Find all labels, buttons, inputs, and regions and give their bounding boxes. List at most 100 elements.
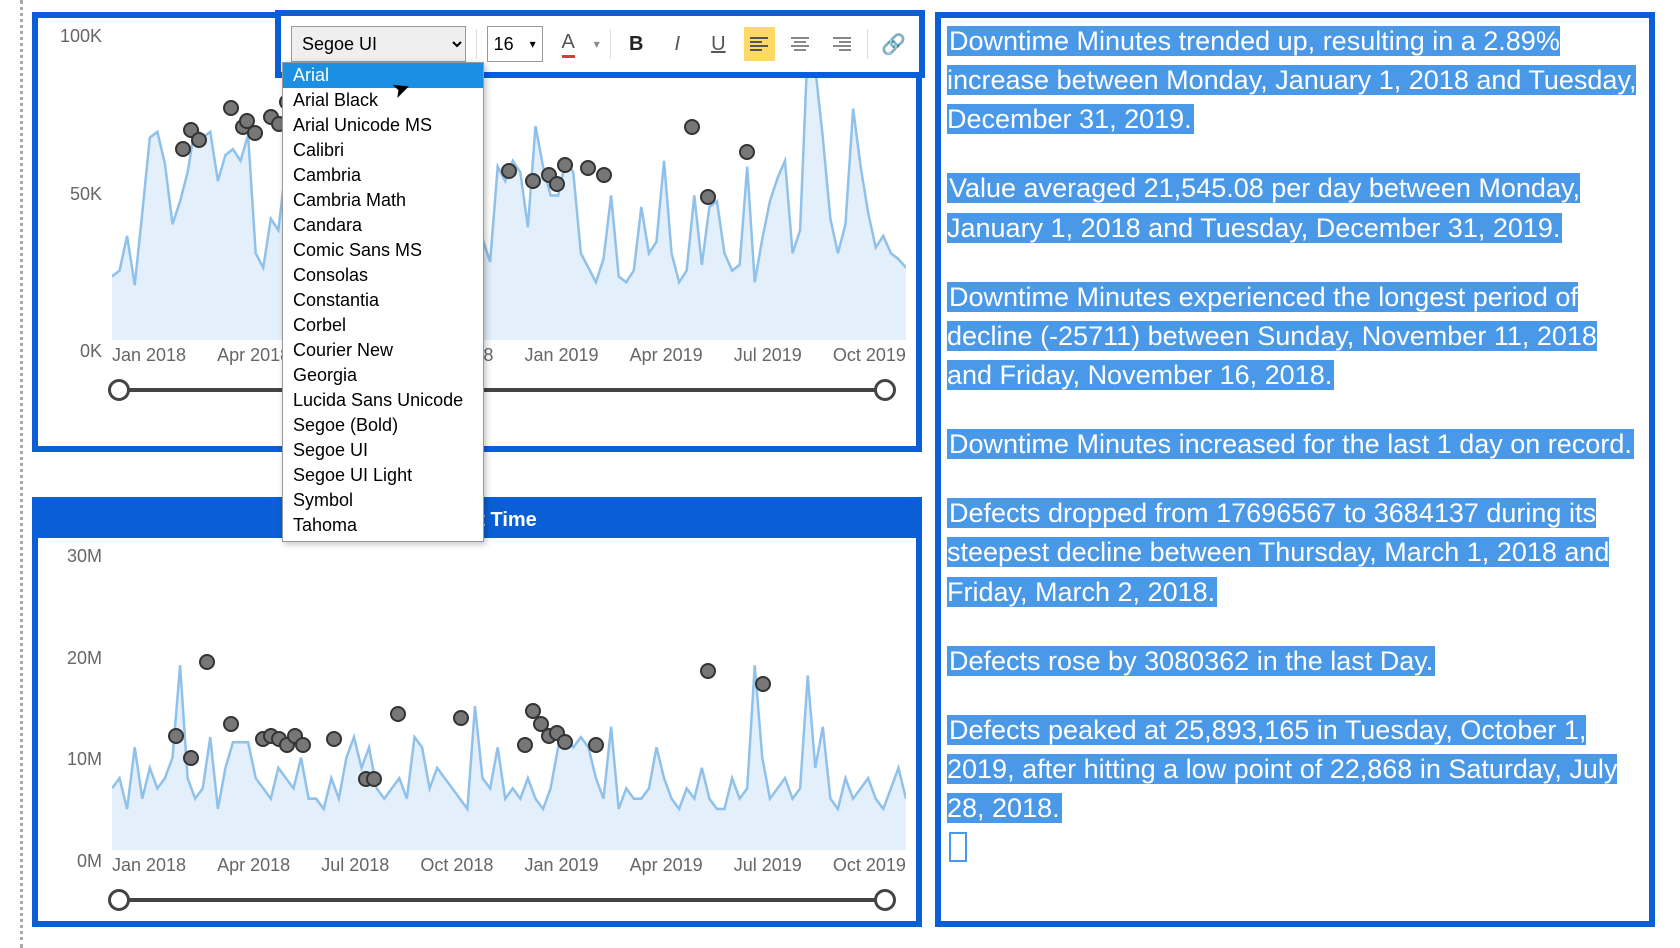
data-marker[interactable] xyxy=(168,728,184,744)
data-marker[interactable] xyxy=(525,173,541,189)
font-option[interactable]: Segoe UI xyxy=(283,438,483,463)
data-marker[interactable] xyxy=(247,125,263,141)
insight-text: Downtime Minutes experienced the longest… xyxy=(947,282,1597,390)
data-marker[interactable] xyxy=(183,750,199,766)
axis-tick: 100K xyxy=(38,26,102,47)
font-option[interactable]: Comic Sans MS xyxy=(283,238,483,263)
font-option[interactable]: Tahoma xyxy=(283,513,483,538)
data-marker[interactable] xyxy=(223,716,239,732)
data-marker[interactable] xyxy=(549,176,565,192)
font-option[interactable]: Lucida Sans Unicode xyxy=(283,388,483,413)
text-caret xyxy=(949,832,967,862)
insight-text: Value averaged 21,545.08 per day between… xyxy=(947,173,1580,242)
font-option[interactable]: Segoe UI Light xyxy=(283,463,483,488)
font-family-dropdown[interactable]: ArialArial BlackArial Unicode MSCalibriC… xyxy=(282,62,484,542)
font-color-icon: A xyxy=(562,31,575,58)
insight-paragraph[interactable]: Downtime Minutes increased for the last … xyxy=(947,425,1643,464)
slider-handle-end[interactable] xyxy=(874,889,896,911)
insight-paragraph[interactable]: Downtime Minutes trended up, resulting i… xyxy=(947,22,1643,139)
align-center-icon xyxy=(791,37,809,51)
insight-paragraph[interactable]: Defects rose by 3080362 in the last Day. xyxy=(947,642,1643,681)
data-marker[interactable] xyxy=(739,144,755,160)
data-marker[interactable] xyxy=(223,100,239,116)
chart-plot-area: 30M20M10M0M Jan 2018Apr 2018Jul 2018Oct … xyxy=(38,538,916,880)
data-marker[interactable] xyxy=(295,737,311,753)
slider-track xyxy=(118,898,886,902)
insight-text: Downtime Minutes increased for the last … xyxy=(947,429,1634,459)
axis-tick: 0M xyxy=(38,851,102,872)
data-marker[interactable] xyxy=(557,157,573,173)
slider-handle-start[interactable] xyxy=(108,379,130,401)
separator xyxy=(476,29,477,59)
font-option[interactable]: Times New Roman xyxy=(283,538,483,542)
align-center-button[interactable] xyxy=(785,27,816,61)
x-axis-labels: Jan 2018Apr 2018Jul 2018Oct 2018Jan 2019… xyxy=(112,855,906,876)
data-marker[interactable] xyxy=(684,119,700,135)
font-option[interactable]: Arial Unicode MS xyxy=(283,113,483,138)
font-option[interactable]: Constantia xyxy=(283,288,483,313)
data-marker[interactable] xyxy=(453,710,469,726)
bold-button[interactable]: B xyxy=(621,27,652,61)
axis-tick: Apr 2019 xyxy=(630,345,703,366)
data-marker[interactable] xyxy=(700,663,716,679)
report-edge-guide xyxy=(20,0,23,948)
font-option[interactable]: Cambria xyxy=(283,163,483,188)
data-marker[interactable] xyxy=(501,163,517,179)
insight-paragraph[interactable]: Defects dropped from 17696567 to 3684137… xyxy=(947,494,1643,611)
font-option[interactable]: Arial Black xyxy=(283,88,483,113)
data-marker[interactable] xyxy=(700,189,716,205)
data-marker[interactable] xyxy=(199,654,215,670)
font-option[interactable]: Candara xyxy=(283,213,483,238)
data-marker[interactable] xyxy=(557,734,573,750)
data-marker[interactable] xyxy=(596,167,612,183)
insight-paragraph[interactable]: Defects peaked at 25,893,165 in Tuesday,… xyxy=(947,711,1643,868)
y-axis-labels: 100K50K0K xyxy=(38,18,108,370)
slider-handle-end[interactable] xyxy=(874,379,896,401)
insight-paragraph[interactable]: Value averaged 21,545.08 per day between… xyxy=(947,169,1643,247)
slider-handle-start[interactable] xyxy=(108,889,130,911)
data-marker[interactable] xyxy=(326,731,342,747)
font-option[interactable]: Calibri xyxy=(283,138,483,163)
align-left-button[interactable] xyxy=(744,27,775,61)
axis-tick: 0K xyxy=(38,341,102,362)
plot-region[interactable] xyxy=(112,542,906,850)
data-marker[interactable] xyxy=(390,706,406,722)
smart-narrative-panel[interactable]: Downtime Minutes trended up, resulting i… xyxy=(935,12,1655,927)
data-marker[interactable] xyxy=(366,771,382,787)
italic-button[interactable]: I xyxy=(662,27,693,61)
axis-tick: Jul 2019 xyxy=(734,855,802,876)
font-color-button[interactable]: A xyxy=(553,27,584,61)
font-option[interactable]: Corbel xyxy=(283,313,483,338)
font-option[interactable]: Symbol xyxy=(283,488,483,513)
font-option[interactable]: Segoe (Bold) xyxy=(283,413,483,438)
data-marker[interactable] xyxy=(175,141,191,157)
font-family-select[interactable]: Segoe UI xyxy=(291,26,466,62)
axis-tick: Apr 2018 xyxy=(217,345,290,366)
hyperlink-button[interactable]: 🔗 xyxy=(878,27,909,61)
font-option[interactable]: Cambria Math xyxy=(283,188,483,213)
underline-button[interactable]: U xyxy=(703,27,734,61)
font-option[interactable]: Arial xyxy=(283,63,483,88)
axis-tick: Oct 2018 xyxy=(420,855,493,876)
font-option[interactable]: Consolas xyxy=(283,263,483,288)
insight-text: Defects dropped from 17696567 to 3684137… xyxy=(947,498,1609,606)
insight-paragraph[interactable]: Downtime Minutes experienced the longest… xyxy=(947,278,1643,395)
axis-tick: Oct 2019 xyxy=(833,855,906,876)
font-size-select[interactable]: 16 ▾ xyxy=(487,26,543,62)
axis-tick: 30M xyxy=(38,546,102,567)
align-right-button[interactable] xyxy=(826,27,857,61)
chevron-down-icon[interactable]: ▾ xyxy=(594,37,600,51)
data-marker[interactable] xyxy=(517,737,533,753)
data-marker[interactable] xyxy=(191,132,207,148)
axis-tick: 20M xyxy=(38,648,102,669)
data-marker[interactable] xyxy=(580,160,596,176)
time-range-slider[interactable] xyxy=(38,880,916,920)
align-right-icon xyxy=(833,37,851,51)
font-option[interactable]: Georgia xyxy=(283,363,483,388)
axis-tick: Jan 2018 xyxy=(112,855,186,876)
data-marker[interactable] xyxy=(588,737,604,753)
data-marker[interactable] xyxy=(755,676,771,692)
font-option[interactable]: Courier New xyxy=(283,338,483,363)
axis-tick: Apr 2019 xyxy=(630,855,703,876)
axis-tick: Jul 2019 xyxy=(734,345,802,366)
